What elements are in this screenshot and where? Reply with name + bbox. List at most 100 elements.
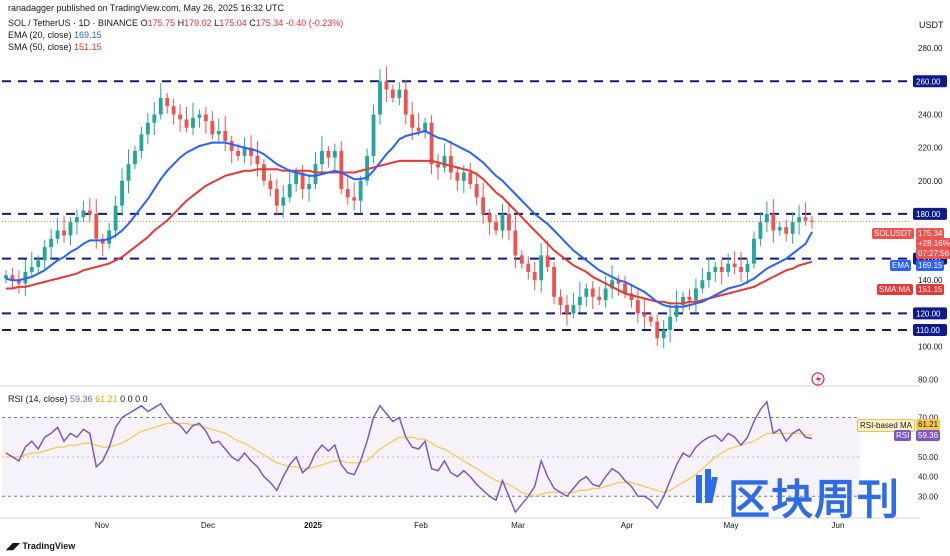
- candle-body: [423, 122, 428, 132]
- candle-body: [571, 305, 576, 314]
- watermark-text: 区块周刊: [728, 476, 901, 523]
- candle-body: [623, 283, 627, 294]
- candle-body: [416, 127, 421, 132]
- candle-body: [803, 217, 808, 221]
- candle-body: [610, 280, 615, 289]
- ema-legend[interactable]: EMA (20, close) 169.15: [8, 30, 102, 40]
- ema-value-tag: 169.15: [916, 260, 945, 271]
- price-tick: 140.00: [918, 276, 943, 285]
- time-tick: Apr: [621, 521, 634, 530]
- candle-body: [764, 213, 769, 223]
- candle-body: [268, 180, 273, 190]
- candle-body: [397, 89, 402, 98]
- candle-body: [223, 131, 228, 141]
- candle-body: [526, 263, 531, 272]
- candle-body: [758, 222, 763, 239]
- candle-body: [706, 271, 711, 281]
- time-tick: Dec: [201, 521, 215, 530]
- candle-body: [4, 275, 8, 279]
- candle-body: [668, 316, 673, 330]
- candle-body: [545, 255, 550, 267]
- level-tag-120: 120.00: [913, 307, 947, 320]
- rsi-tick: 30.00: [918, 492, 939, 501]
- candle-body: [145, 122, 150, 135]
- level-label-180: 180.00: [916, 210, 941, 219]
- price-tick: 280.00: [918, 44, 943, 53]
- candle-body: [661, 329, 666, 339]
- candle-body: [113, 205, 118, 231]
- candle-body: [229, 140, 234, 151]
- sma-legend[interactable]: SMA (50, close) 151.15: [8, 42, 102, 52]
- candle-body: [616, 280, 621, 284]
- candle-body: [55, 230, 60, 239]
- level-tag-260: 260.00: [913, 75, 947, 88]
- candle-body: [126, 164, 131, 181]
- change-pct-tag: +28.16%: [916, 238, 950, 249]
- rsi-legend[interactable]: RSI (14, close) 59.36 61.21 0 0 0 0: [8, 394, 148, 404]
- candle-body: [597, 296, 602, 301]
- candle-body: [16, 280, 21, 284]
- time-tick: Nov: [95, 521, 109, 530]
- candle-body: [294, 172, 299, 185]
- candle-body: [700, 280, 705, 289]
- price-axis-unit: USDT: [919, 20, 944, 30]
- candle-body: [87, 210, 92, 214]
- candle-body: [810, 220, 814, 222]
- candle-body: [203, 114, 208, 122]
- candle-body: [210, 121, 215, 135]
- last-price-tag: 175.34: [916, 228, 945, 239]
- price-tick: 80.00: [918, 376, 939, 385]
- candle-body: [352, 197, 357, 201]
- candle-body: [681, 296, 685, 306]
- candle-body: [584, 288, 589, 297]
- candle-body: [674, 305, 679, 317]
- candle-body: [339, 150, 344, 190]
- sma-50-line: [6, 159, 813, 305]
- candle-body: [384, 81, 389, 90]
- rsi-ma-legend-value: 61.21: [95, 394, 118, 404]
- candle-body: [481, 197, 486, 214]
- candle-body: [726, 263, 731, 272]
- candle-body: [487, 213, 492, 223]
- ohlc-low: 175.04: [219, 18, 247, 28]
- candle-body: [378, 81, 382, 115]
- candle-body: [474, 184, 479, 198]
- candle-body: [255, 155, 260, 165]
- level-label-153: 153.00: [916, 255, 941, 264]
- candle-body: [178, 114, 183, 120]
- candle-body: [603, 288, 608, 301]
- candle-body: [648, 316, 653, 322]
- candle-body: [307, 184, 311, 190]
- symbol-title[interactable]: SOL / TetherUS · 1D · BINANCE: [8, 18, 139, 28]
- tradingview-brand[interactable]: ◢◤ TradingView: [6, 541, 76, 551]
- ohlc-change: -0.40 (-0.23%): [285, 18, 344, 28]
- candle-body: [752, 238, 756, 264]
- rsi-tick: 40.00: [918, 473, 939, 482]
- candle-body: [739, 266, 744, 272]
- candle-body: [94, 213, 99, 239]
- candle-body: [448, 155, 453, 173]
- candle-body: [120, 180, 124, 206]
- candle-body: [655, 321, 660, 339]
- candle-body: [165, 97, 170, 107]
- candle-body: [358, 180, 363, 201]
- candle-body: [719, 266, 724, 272]
- rsi-ma-line: [6, 422, 813, 497]
- event-lightning-icon: [811, 372, 825, 386]
- candle-body: [242, 147, 247, 156]
- time-tick: Feb: [414, 521, 428, 530]
- candle-body: [236, 150, 241, 156]
- candle-body: [687, 296, 692, 301]
- price-tick: 240.00: [918, 110, 943, 119]
- candle-body: [10, 275, 15, 281]
- level-label-120: 120.00: [916, 309, 941, 318]
- candle-body: [197, 114, 202, 118]
- time-tick: Jun: [832, 521, 845, 530]
- candle-body: [777, 227, 782, 231]
- candle-body: [29, 266, 34, 272]
- sma-name-tag: SMA:MA: [877, 284, 913, 295]
- sma-value-tag: 151.15: [916, 284, 945, 295]
- level-tag-110: 110.00: [913, 323, 947, 336]
